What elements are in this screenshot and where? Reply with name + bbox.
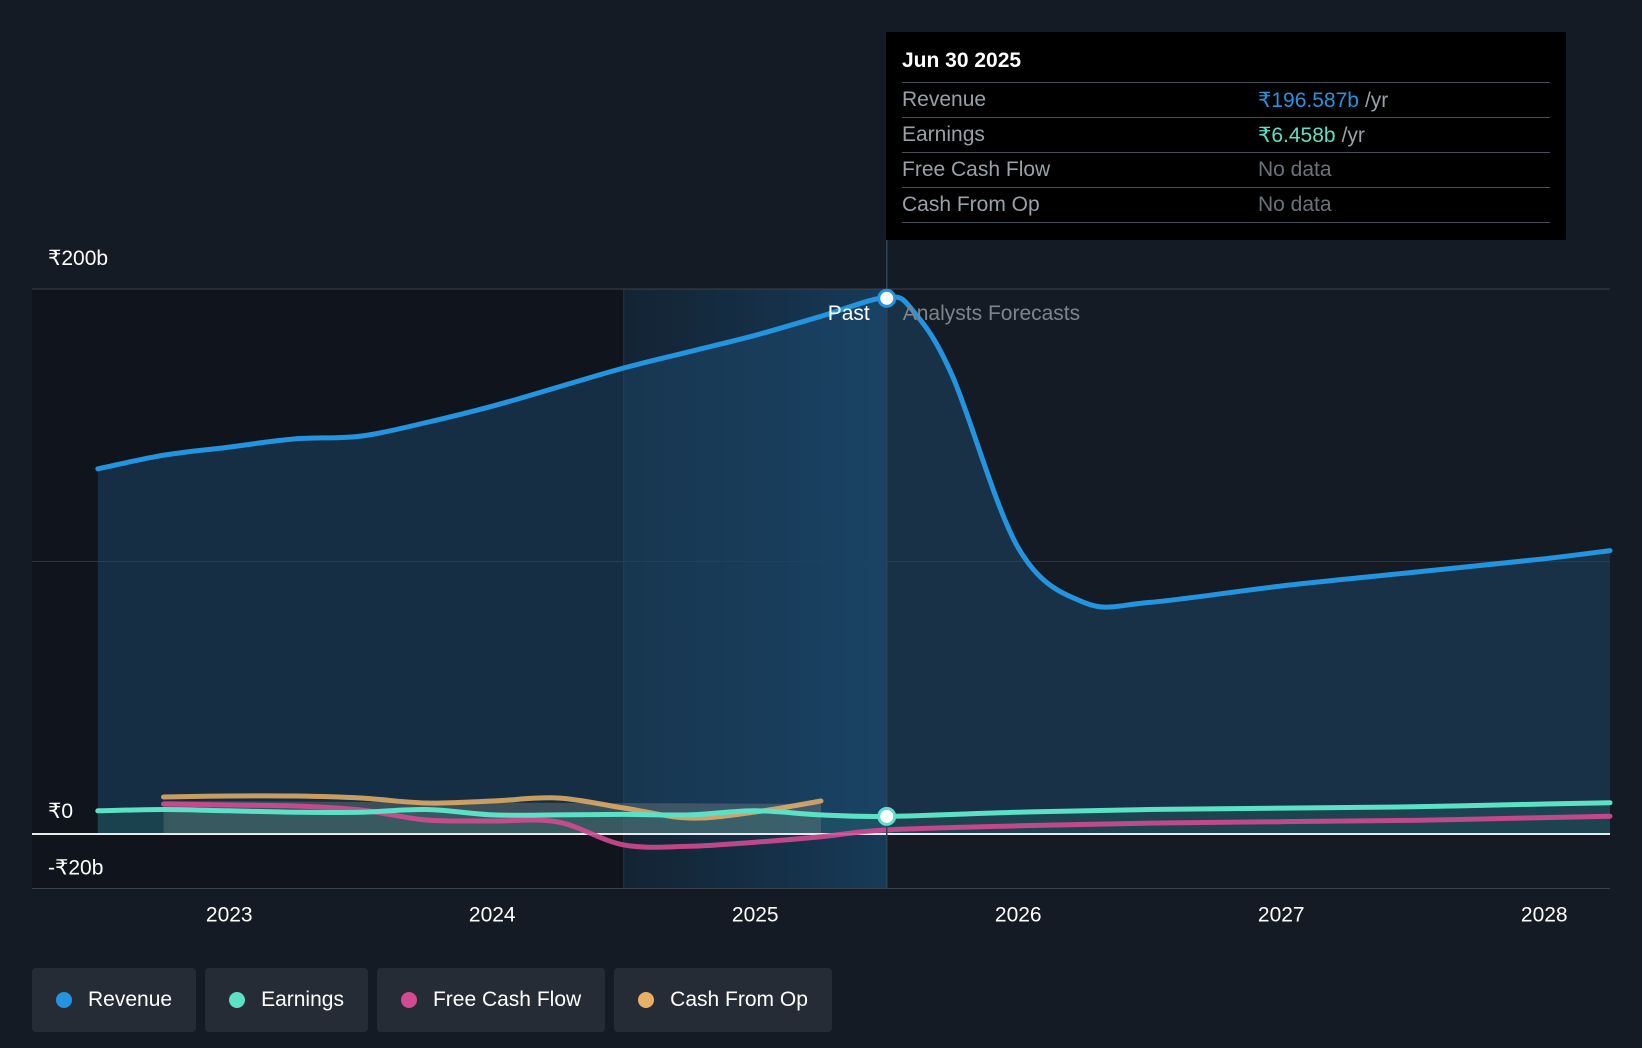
- revenue-line: [95, 294, 1613, 610]
- x-tick-label: 2025: [732, 904, 779, 927]
- tooltip-row-revenue: Revenue ₹196.587b/yr: [902, 82, 1550, 117]
- legend-dot-icon: [638, 992, 655, 1008]
- tooltip-row-free-cash-flow: Free Cash Flow No data: [902, 152, 1550, 187]
- legend-item-free-cash-flow[interactable]: Free Cash Flow: [376, 968, 606, 1032]
- forecast-label: Analysts Forecasts: [903, 302, 1080, 325]
- tooltip-date: Jun 30 2025: [902, 49, 1022, 72]
- revenue-area: [97, 296, 1610, 834]
- tooltip-value-earnings: ₹6.458b: [1258, 123, 1336, 147]
- legend-item-revenue[interactable]: Revenue: [32, 968, 197, 1032]
- tooltip-unit: /yr: [1364, 88, 1389, 112]
- tooltip-row-cash-from-op: Cash From Op No data: [902, 187, 1550, 223]
- tooltip-panel: Jun 30 2025 Revenue ₹196.587b/yr Earning…: [886, 32, 1566, 240]
- revenue-marker: [877, 288, 897, 308]
- tooltip-label: Revenue: [902, 88, 987, 111]
- legend: Revenue Earnings Free Cash Flow Cash Fro…: [32, 968, 841, 1032]
- y-tick-label: ₹200b: [48, 247, 108, 270]
- earnings-line: [95, 800, 1613, 820]
- tooltip-label: Cash From Op: [902, 193, 1040, 216]
- tooltip-value-revenue: ₹196.587b: [1258, 88, 1359, 112]
- legend-dot-icon: [400, 992, 417, 1008]
- past-label: Past: [828, 302, 870, 325]
- legend-label: Free Cash Flow: [432, 988, 582, 1011]
- tooltip-label: Free Cash Flow: [902, 158, 1051, 181]
- x-tick-label: 2024: [469, 904, 516, 927]
- legend-dot-icon: [229, 992, 246, 1008]
- x-tick-label: 2028: [1521, 904, 1568, 927]
- x-tick-label: 2026: [995, 904, 1042, 927]
- y-tick-label: ₹0: [48, 800, 73, 823]
- tooltip-value-cash-from-op: No data: [1258, 193, 1332, 216]
- tooltip-row-earnings: Earnings ₹6.458b/yr: [902, 117, 1550, 152]
- tooltip-value-free-cash-flow: No data: [1258, 158, 1332, 181]
- tooltip-label: Earnings: [902, 123, 985, 146]
- legend-label: Earnings: [261, 988, 344, 1011]
- legend-dot-icon: [56, 992, 72, 1008]
- past-year-highlight: [623, 289, 887, 889]
- legend-label: Revenue: [88, 988, 173, 1011]
- tooltip-unit: /yr: [1341, 123, 1365, 147]
- x-tick-label: 2027: [1258, 904, 1305, 927]
- y-tick-label: -₹20b: [48, 857, 103, 880]
- cash-from-op-line: [161, 793, 824, 821]
- legend-label: Cash From Op: [670, 988, 808, 1011]
- x-tick-label: 2023: [206, 904, 253, 927]
- legend-item-earnings[interactable]: Earnings: [205, 968, 368, 1032]
- legend-item-cash-from-op[interactable]: Cash From Op: [614, 968, 832, 1032]
- earnings-marker: [877, 806, 897, 826]
